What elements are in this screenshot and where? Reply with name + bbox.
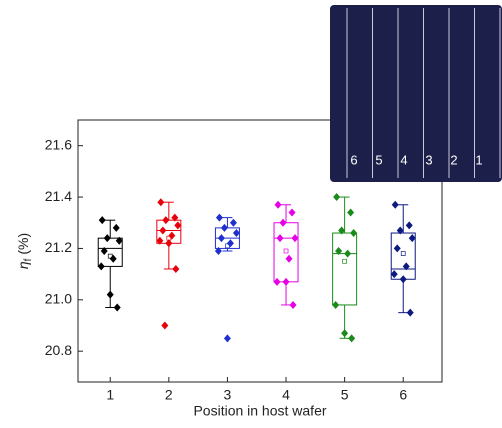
data-point xyxy=(408,234,416,243)
data-point xyxy=(291,234,299,243)
data-point xyxy=(157,198,165,207)
mean xyxy=(283,248,289,254)
x-tick-label: 6 xyxy=(399,387,407,403)
data-point xyxy=(405,221,413,230)
x-tick-label: 1 xyxy=(106,387,114,403)
box xyxy=(332,232,358,306)
inset-label: 3 xyxy=(425,152,432,167)
data-point xyxy=(274,200,282,209)
data-point xyxy=(103,234,111,243)
data-point xyxy=(159,226,167,235)
data-point xyxy=(113,303,121,312)
data-point xyxy=(282,277,290,286)
inset-label: 5 xyxy=(375,152,382,167)
data-point xyxy=(344,249,352,258)
data-point xyxy=(338,226,346,235)
data-point xyxy=(220,223,228,232)
data-point xyxy=(333,193,341,202)
data-point xyxy=(390,270,398,279)
data-point xyxy=(396,226,404,235)
x-axis-label: Position in host wafer xyxy=(193,403,326,419)
inset-label: 4 xyxy=(400,152,407,167)
data-point xyxy=(348,334,356,343)
data-point xyxy=(391,200,399,209)
inset-image: 6 5 4 3 2 1 xyxy=(330,5,502,182)
data-point xyxy=(161,321,169,330)
data-point xyxy=(97,262,105,271)
data-point xyxy=(217,234,225,243)
data-point xyxy=(406,308,414,317)
x-tick-label: 3 xyxy=(224,387,232,403)
plot-frame xyxy=(77,119,443,383)
data-point xyxy=(288,208,296,217)
y-label-unit: (%) xyxy=(15,233,31,255)
data-point xyxy=(335,247,343,255)
y-tick-label: 21.2 xyxy=(45,239,72,255)
data-point xyxy=(100,247,108,255)
data-point xyxy=(285,254,293,263)
x-tick-label: 4 xyxy=(282,387,290,403)
data-point xyxy=(276,234,284,243)
y-axis-label: ηf (%) xyxy=(15,233,34,269)
data-point xyxy=(332,300,340,309)
data-point xyxy=(112,223,120,232)
data-point xyxy=(109,254,117,263)
x-tick-label: 2 xyxy=(165,387,173,403)
data-point xyxy=(115,236,123,245)
y-tick-label: 20.8 xyxy=(45,342,72,358)
data-point xyxy=(229,218,237,227)
inset-label: 6 xyxy=(350,152,357,167)
data-point xyxy=(289,300,297,309)
data-point xyxy=(350,229,358,238)
data-point xyxy=(172,264,180,273)
data-point xyxy=(273,277,281,286)
data-point xyxy=(165,239,173,248)
data-point xyxy=(168,231,176,240)
data-point xyxy=(215,213,223,222)
data-point xyxy=(174,221,182,230)
data-point xyxy=(162,216,170,225)
y-tick-label: 21.6 xyxy=(45,136,72,152)
data-point xyxy=(106,290,114,299)
data-point xyxy=(232,229,240,238)
data-point xyxy=(223,334,231,343)
y-tick-label: 21.4 xyxy=(45,188,72,204)
mean xyxy=(342,258,347,264)
y-tick-label: 21.0 xyxy=(45,291,72,307)
y-label-sub: f xyxy=(23,258,34,261)
data-point xyxy=(98,216,106,225)
data-point xyxy=(156,236,164,245)
mean xyxy=(400,251,406,256)
data-point xyxy=(226,239,234,248)
data-point xyxy=(347,208,355,217)
data-point xyxy=(399,275,407,284)
y-label-symbol: η xyxy=(15,261,31,269)
inset-label: 1 xyxy=(475,152,482,167)
data-point xyxy=(214,247,222,255)
data-point xyxy=(279,218,287,227)
data-point xyxy=(393,244,401,253)
data-point xyxy=(402,262,410,271)
box xyxy=(273,222,299,283)
x-tick-label: 5 xyxy=(341,387,349,403)
inset-label: 2 xyxy=(450,152,457,167)
data-point xyxy=(171,213,179,222)
data-point xyxy=(341,329,349,338)
